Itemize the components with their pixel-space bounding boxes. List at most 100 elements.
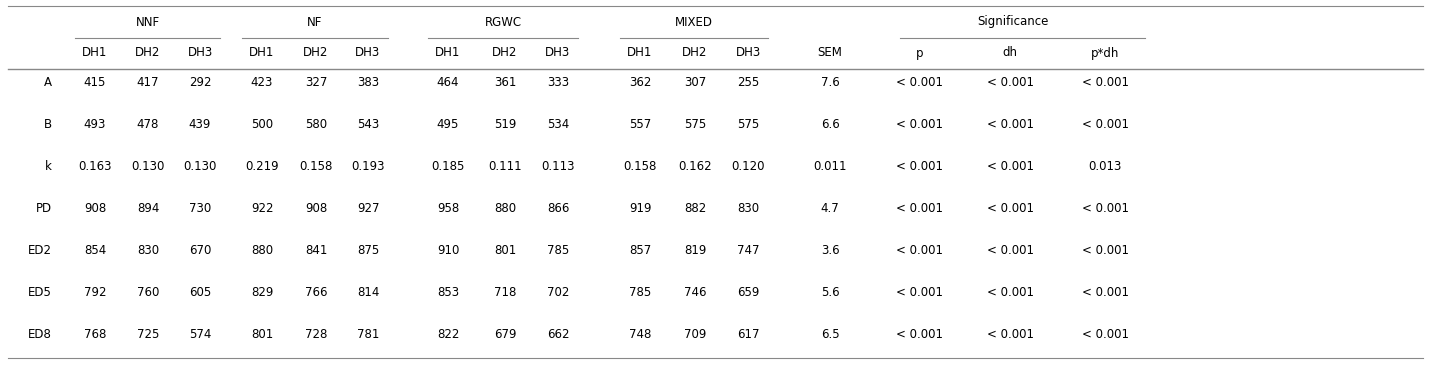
Text: 557: 557 [628, 118, 651, 131]
Text: 464: 464 [436, 76, 459, 89]
Text: 781: 781 [356, 328, 379, 341]
Text: < 0.001: < 0.001 [1082, 201, 1129, 214]
Text: 819: 819 [684, 243, 705, 256]
Text: < 0.001: < 0.001 [1082, 76, 1129, 89]
Text: 0.185: 0.185 [431, 160, 465, 173]
Text: DH2: DH2 [492, 46, 518, 59]
Text: 814: 814 [356, 286, 379, 299]
Text: < 0.001: < 0.001 [986, 243, 1033, 256]
Text: < 0.001: < 0.001 [896, 76, 943, 89]
Text: 880: 880 [250, 243, 273, 256]
Text: 670: 670 [189, 243, 212, 256]
Text: 766: 766 [305, 286, 328, 299]
Text: ED5: ED5 [29, 286, 52, 299]
Text: 417: 417 [137, 76, 159, 89]
Text: 785: 785 [547, 243, 570, 256]
Text: 0.130: 0.130 [183, 160, 216, 173]
Text: dh: dh [1003, 46, 1017, 59]
Text: 748: 748 [628, 328, 651, 341]
Text: 493: 493 [84, 118, 106, 131]
Text: 718: 718 [494, 286, 517, 299]
Text: DH2: DH2 [683, 46, 708, 59]
Text: 439: 439 [189, 118, 212, 131]
Text: 5.6: 5.6 [821, 286, 840, 299]
Text: A: A [44, 76, 52, 89]
Text: DH1: DH1 [627, 46, 653, 59]
Text: 927: 927 [356, 201, 379, 214]
Text: 605: 605 [189, 286, 212, 299]
Text: 894: 894 [137, 201, 159, 214]
Text: k: k [46, 160, 52, 173]
Text: 519: 519 [494, 118, 517, 131]
Text: 922: 922 [250, 201, 273, 214]
Text: 500: 500 [250, 118, 273, 131]
Text: 543: 543 [356, 118, 379, 131]
Text: ED2: ED2 [29, 243, 52, 256]
Text: 333: 333 [547, 76, 570, 89]
Text: 830: 830 [737, 201, 758, 214]
Text: NNF: NNF [136, 16, 160, 29]
Text: RGWC: RGWC [485, 16, 521, 29]
Text: 327: 327 [305, 76, 328, 89]
Text: < 0.001: < 0.001 [896, 201, 943, 214]
Text: 0.120: 0.120 [731, 160, 764, 173]
Text: 478: 478 [137, 118, 159, 131]
Text: 746: 746 [684, 286, 707, 299]
Text: SEM: SEM [817, 46, 843, 59]
Text: DH2: DH2 [303, 46, 329, 59]
Text: 919: 919 [628, 201, 651, 214]
Text: 574: 574 [189, 328, 212, 341]
Text: ED8: ED8 [29, 328, 52, 341]
Text: 725: 725 [137, 328, 159, 341]
Text: 423: 423 [250, 76, 273, 89]
Text: 534: 534 [547, 118, 570, 131]
Text: < 0.001: < 0.001 [896, 328, 943, 341]
Text: 0.163: 0.163 [79, 160, 112, 173]
Text: 3.6: 3.6 [821, 243, 840, 256]
Text: DH1: DH1 [435, 46, 461, 59]
Text: 709: 709 [684, 328, 705, 341]
Text: 880: 880 [494, 201, 517, 214]
Text: 958: 958 [436, 201, 459, 214]
Text: 362: 362 [628, 76, 651, 89]
Text: 785: 785 [628, 286, 651, 299]
Text: B: B [44, 118, 52, 131]
Text: < 0.001: < 0.001 [986, 328, 1033, 341]
Text: 882: 882 [684, 201, 705, 214]
Text: 575: 575 [737, 118, 758, 131]
Text: 575: 575 [684, 118, 705, 131]
Text: 875: 875 [356, 243, 379, 256]
Text: 728: 728 [305, 328, 328, 341]
Text: 768: 768 [84, 328, 106, 341]
Text: 662: 662 [547, 328, 570, 341]
Text: 415: 415 [84, 76, 106, 89]
Text: 702: 702 [547, 286, 570, 299]
Text: 760: 760 [137, 286, 159, 299]
Text: 0.193: 0.193 [351, 160, 385, 173]
Text: 6.6: 6.6 [820, 118, 840, 131]
Text: 4.7: 4.7 [820, 201, 840, 214]
Text: 792: 792 [84, 286, 106, 299]
Text: < 0.001: < 0.001 [986, 160, 1033, 173]
Text: 908: 908 [84, 201, 106, 214]
Text: 730: 730 [189, 201, 212, 214]
Text: NF: NF [308, 16, 322, 29]
Text: 857: 857 [628, 243, 651, 256]
Text: DH1: DH1 [249, 46, 275, 59]
Text: 0.162: 0.162 [678, 160, 711, 173]
Text: MIXED: MIXED [675, 16, 713, 29]
Text: 866: 866 [547, 201, 570, 214]
Text: 0.011: 0.011 [813, 160, 847, 173]
Text: DH1: DH1 [83, 46, 107, 59]
Text: < 0.001: < 0.001 [986, 286, 1033, 299]
Text: 0.113: 0.113 [541, 160, 575, 173]
Text: 0.219: 0.219 [245, 160, 279, 173]
Text: 659: 659 [737, 286, 760, 299]
Text: 679: 679 [494, 328, 517, 341]
Text: DH3: DH3 [736, 46, 761, 59]
Text: < 0.001: < 0.001 [1082, 286, 1129, 299]
Text: 822: 822 [436, 328, 459, 341]
Text: < 0.001: < 0.001 [986, 118, 1033, 131]
Text: 495: 495 [436, 118, 459, 131]
Text: 0.158: 0.158 [299, 160, 332, 173]
